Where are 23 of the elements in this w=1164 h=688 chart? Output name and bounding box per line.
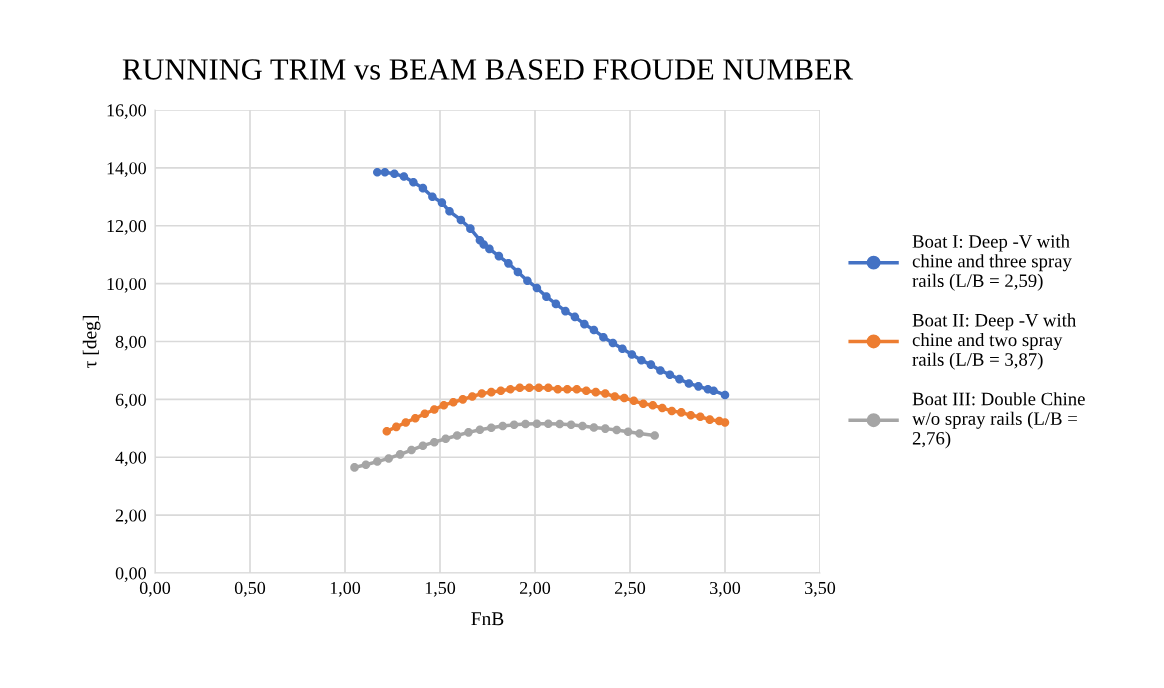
y-tick-label: 6,00: [115, 393, 146, 409]
x-axis-title: FnB: [471, 612, 504, 626]
x-tick-label: 3,00: [710, 581, 741, 597]
x-tick-label: 2,50: [614, 581, 646, 597]
y-tick-label: 2,00: [115, 509, 146, 525]
y-tick-label: 0,00: [115, 567, 146, 583]
legend-label: Boat III: Double Chine w/o spray rails (L/B = 2,76): [912, 392, 1085, 449]
legend-label: Boat II: Deep -V with chine and two spray rails (L/B = 3,87): [912, 313, 1077, 370]
x-tick-label: 3,50: [805, 581, 836, 597]
y-tick-label: 8,00: [115, 335, 146, 351]
x-tick-label: 1,50: [425, 581, 456, 597]
x-tick-label: 2,00: [519, 581, 551, 597]
y-tick-label: 12,00: [107, 220, 146, 235]
x-tick-label: 0,50: [234, 581, 266, 597]
y-tick-label: 16,00: [107, 104, 146, 120]
y-tick-label: 4,00: [115, 451, 146, 467]
chart-title: RUNNING TRIM vs BEAM BASED FROUDE NUMBER: [122, 59, 854, 80]
y-tick-label: 10,00: [107, 277, 146, 293]
legend-label: Boat I: Deep -V with chine and three spray rails (L/B = 2,59): [912, 234, 1072, 291]
y-tick-label: 14,00: [107, 162, 146, 177]
x-tick-label: 1,00: [330, 581, 361, 597]
y-axis-title: τ [deg]: [82, 316, 101, 368]
x-tick-label: 0,00: [139, 581, 171, 597]
